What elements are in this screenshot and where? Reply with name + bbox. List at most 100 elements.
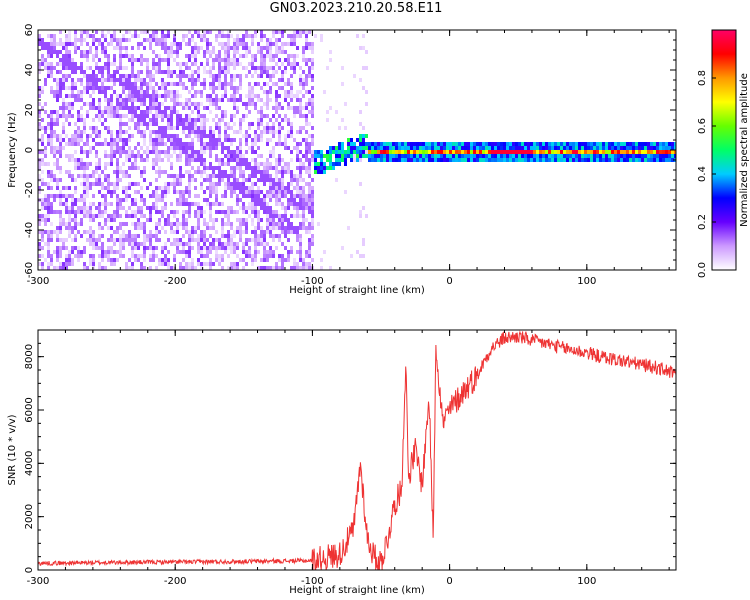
heatmap-cell (254, 158, 257, 162)
heatmap-cell (56, 138, 59, 142)
heatmap-cell (167, 146, 170, 150)
heatmap-cell (521, 158, 524, 162)
heatmap-cell (368, 154, 371, 158)
heatmap-cell (194, 226, 197, 230)
heatmap-cell (83, 190, 86, 194)
heatmap-cell (59, 146, 62, 150)
heatmap-cell (116, 162, 119, 166)
heatmap-cell (152, 150, 155, 154)
heatmap-cell (200, 262, 203, 266)
heatmap-cell (350, 254, 353, 258)
heatmap-cell (206, 178, 209, 182)
heatmap-cell (113, 90, 116, 94)
heatmap-cell (248, 194, 251, 198)
heatmap-cell (116, 134, 119, 138)
heatmap-cell (557, 158, 560, 162)
heatmap-cell (590, 150, 593, 154)
heatmap-cell (227, 66, 230, 70)
heatmap-cell (182, 70, 185, 74)
heatmap-cell (134, 210, 137, 214)
heatmap-cell (296, 210, 299, 214)
heatmap-cell (269, 210, 272, 214)
heatmap-cell (305, 154, 308, 158)
heatmap-cell (260, 114, 263, 118)
heatmap-cell (98, 178, 101, 182)
heatmap-cell (107, 98, 110, 102)
heatmap-cell (173, 126, 176, 130)
heatmap-cell (125, 142, 128, 146)
heatmap-cell (191, 266, 194, 270)
heatmap-cell (203, 238, 206, 242)
heatmap-cell (191, 166, 194, 170)
heatmap-cell (272, 74, 275, 78)
heatmap-cell (209, 146, 212, 150)
heatmap-cell (131, 254, 134, 258)
heatmap-cell (50, 50, 53, 54)
heatmap-cell (239, 122, 242, 126)
heatmap-cell (224, 114, 227, 118)
heatmap-cell (47, 182, 50, 186)
heatmap-cell (233, 242, 236, 246)
heatmap-cell (188, 178, 191, 182)
heatmap-cell (392, 154, 395, 158)
heatmap-cell (221, 42, 224, 46)
heatmap-cell (245, 218, 248, 222)
heatmap-cell (167, 134, 170, 138)
spectrogram-xtick-label: 100 (577, 276, 596, 287)
heatmap-cell (92, 38, 95, 42)
heatmap-cell (83, 130, 86, 134)
heatmap-cell (458, 150, 461, 154)
heatmap-cell (524, 142, 527, 146)
heatmap-cell (77, 38, 80, 42)
heatmap-cell (59, 254, 62, 258)
heatmap-cell (95, 154, 98, 158)
heatmap-cell (464, 158, 467, 162)
heatmap-cell (278, 254, 281, 258)
heatmap-cell (404, 158, 407, 162)
heatmap-cell (194, 50, 197, 54)
page-title: GN03.2023.210.20.58.E11 (269, 1, 443, 16)
heatmap-cell (122, 254, 125, 258)
heatmap-cell (269, 190, 272, 194)
heatmap-cell (131, 202, 134, 206)
heatmap-cell (302, 162, 305, 166)
heatmap-cell (275, 190, 278, 194)
heatmap-cell (296, 94, 299, 98)
heatmap-cell (503, 150, 506, 154)
heatmap-cell (158, 238, 161, 242)
heatmap-cell (194, 106, 197, 110)
heatmap-cell (92, 78, 95, 82)
heatmap-cell (311, 86, 314, 90)
heatmap-cell (428, 146, 431, 150)
heatmap-cell (140, 210, 143, 214)
heatmap-cell (164, 230, 167, 234)
heatmap-cell (326, 166, 329, 170)
heatmap-cell (656, 154, 659, 158)
heatmap-cell (173, 42, 176, 46)
heatmap-cell (224, 126, 227, 130)
heatmap-cell (194, 102, 197, 106)
heatmap-cell (239, 190, 242, 194)
heatmap-cell (353, 142, 356, 146)
heatmap-cell (239, 218, 242, 222)
heatmap-cell (308, 226, 311, 230)
heatmap-cell (266, 174, 269, 178)
heatmap-cell (38, 150, 41, 154)
heatmap-cell (578, 142, 581, 146)
heatmap-cell (152, 146, 155, 150)
heatmap-cell (299, 170, 302, 174)
heatmap-cell (50, 146, 53, 150)
heatmap-cell (107, 30, 110, 34)
heatmap-cell (296, 106, 299, 110)
heatmap-cell (356, 250, 359, 254)
heatmap-cell (230, 222, 233, 226)
heatmap-cell (206, 98, 209, 102)
heatmap-cell (398, 142, 401, 146)
heatmap-cell (218, 54, 221, 58)
heatmap-cell (110, 74, 113, 78)
heatmap-cell (293, 42, 296, 46)
heatmap-cell (143, 122, 146, 126)
heatmap-cell (260, 154, 263, 158)
heatmap-cell (128, 98, 131, 102)
heatmap-cell (365, 50, 368, 54)
